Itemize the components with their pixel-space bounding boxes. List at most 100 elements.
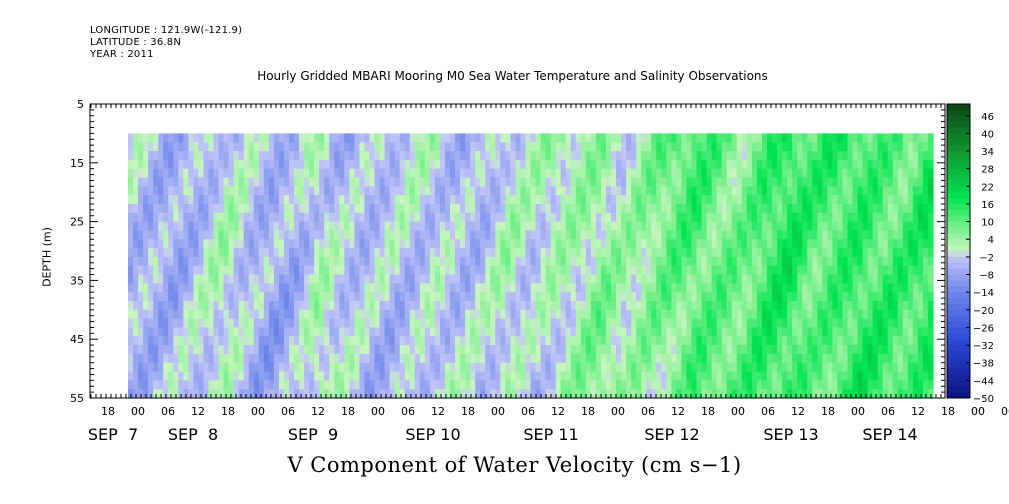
heatmap-cell [676, 371, 683, 381]
heatmap-cell [842, 256, 849, 267]
heatmap-cell [500, 336, 506, 346]
heatmap-cell [892, 274, 899, 284]
heatmap-cell [148, 195, 154, 205]
heatmap-cell [877, 309, 884, 320]
heatmap-cell [429, 203, 436, 214]
heatmap-cell [173, 168, 179, 179]
heatmap-cell [223, 248, 230, 258]
heatmap-cell [782, 345, 788, 355]
heatmap-cell [520, 168, 527, 179]
heatmap-cell [223, 177, 230, 187]
heatmap-cell [243, 353, 250, 364]
heatmap-cell [153, 336, 159, 346]
heatmap-cell [917, 292, 924, 302]
heatmap-cell [525, 221, 532, 232]
heatmap-cell [414, 221, 421, 232]
heatmap-cell [636, 203, 642, 214]
heatmap-cell [802, 336, 808, 346]
heatmap-cell [188, 159, 195, 170]
heatmap-cell [193, 159, 200, 170]
heatmap-cell [731, 336, 738, 346]
heatmap-cell [772, 151, 778, 161]
heatmap-cell [600, 283, 607, 293]
heatmap-cell [168, 239, 174, 249]
heatmap-cell [867, 389, 874, 399]
heatmap-cell [228, 151, 235, 161]
heatmap-cell [837, 345, 844, 355]
heatmap-cell [641, 345, 647, 355]
heatmap-cell [289, 212, 295, 223]
heatmap-cell [590, 362, 597, 373]
heatmap-cell [444, 133, 451, 143]
heatmap-cell [766, 212, 773, 223]
heatmap-cell [268, 336, 275, 346]
heatmap-cell [344, 177, 350, 187]
heatmap-cell [444, 274, 451, 284]
heatmap-cell [827, 239, 833, 249]
heatmap-cell [540, 300, 547, 311]
heatmap-cell [862, 353, 869, 364]
heatmap-cell [761, 362, 768, 373]
heatmap-cell [238, 300, 245, 311]
heatmap-cell [354, 292, 361, 302]
heatmap-cell [223, 300, 230, 311]
heatmap-cell [560, 300, 567, 311]
heatmap-cell [218, 345, 225, 355]
heatmap-cell [897, 212, 904, 223]
heatmap-cell [324, 380, 330, 390]
heatmap-cell [756, 362, 763, 373]
heatmap-cell [605, 371, 612, 381]
heatmap-cell [726, 256, 733, 267]
heatmap-cell [203, 274, 210, 284]
heatmap-cell [696, 142, 703, 152]
heatmap-cell [741, 230, 748, 240]
heatmap-cell [268, 151, 275, 161]
heatmap-cell [193, 195, 200, 205]
heatmap-cell [706, 239, 713, 249]
heatmap-cell [168, 362, 174, 373]
heatmap-cell [500, 327, 506, 337]
heatmap-cell [299, 345, 305, 355]
heatmap-cell [837, 362, 844, 373]
heatmap-cell [636, 362, 642, 373]
heatmap-cell [258, 221, 265, 232]
heatmap-cell [414, 300, 421, 311]
heatmap-cell [550, 336, 557, 346]
heatmap-cell [253, 151, 260, 161]
heatmap-cell [862, 248, 869, 258]
heatmap-cell [681, 300, 688, 311]
heatmap-cell [802, 371, 808, 381]
heatmap-cell [485, 159, 491, 170]
heatmap-cell [138, 345, 144, 355]
heatmap-cell [258, 265, 265, 276]
heatmap-cell [756, 265, 763, 276]
heatmap-cell [324, 239, 330, 249]
heatmap-cell [309, 318, 315, 329]
heatmap-cell [233, 265, 240, 276]
heatmap-cell [500, 212, 506, 223]
heatmap-cell [233, 274, 240, 284]
heatmap-cell [253, 195, 260, 205]
heatmap-cell [414, 239, 421, 249]
heatmap-cell [716, 318, 723, 329]
heatmap-cell [329, 177, 335, 187]
heatmap-cell [424, 177, 431, 187]
heatmap-cell [792, 177, 798, 187]
heatmap-cell [746, 292, 753, 302]
heatmap-cell [409, 256, 416, 267]
heatmap-cell [590, 380, 597, 390]
heatmap-cell [329, 309, 335, 320]
heatmap-cell [314, 318, 320, 329]
heatmap-cell [761, 195, 768, 205]
heatmap-cell [721, 318, 728, 329]
heatmap-cell [651, 318, 657, 329]
heatmap-cell [289, 300, 295, 311]
heatmap-cell [867, 239, 874, 249]
heatmap-cell [349, 336, 356, 346]
heatmap-cell [887, 239, 894, 249]
heatmap-cell [168, 353, 174, 364]
heatmap-cell [822, 292, 828, 302]
heatmap-cell [470, 371, 476, 381]
heatmap-cell [917, 371, 924, 381]
heatmap-cell [555, 239, 562, 249]
